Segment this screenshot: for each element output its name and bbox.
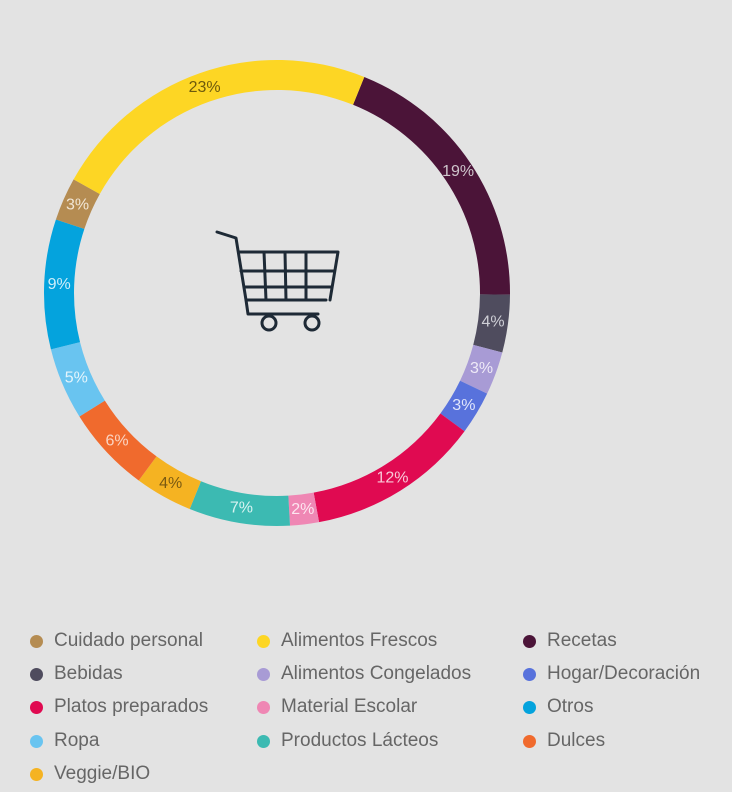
legend-item: Productos Lácteos xyxy=(257,730,438,752)
donut-slice-0 xyxy=(353,76,510,295)
legend-item: Veggie/BIO xyxy=(30,763,150,785)
legend-label: Alimentos Frescos xyxy=(281,630,438,651)
donut-slice-5 xyxy=(288,492,320,526)
legend-item: Otros xyxy=(523,696,593,718)
legend-label: Platos preparados xyxy=(54,696,209,717)
donut-slice-3 xyxy=(440,380,488,432)
legend-swatch xyxy=(257,667,270,681)
legend-item: Hogar/Decoración xyxy=(523,663,700,685)
legend-swatch xyxy=(30,667,43,681)
slice-data-label: 4% xyxy=(482,313,505,330)
legend-label: Bebidas xyxy=(54,663,123,684)
donut-slice-8 xyxy=(79,400,157,481)
donut-slice-9 xyxy=(50,342,105,417)
legend-swatch xyxy=(523,667,536,681)
donut-slice-12 xyxy=(73,60,365,194)
legend-label: Hogar/Decoración xyxy=(547,663,701,684)
slice-data-label: 5% xyxy=(65,370,88,387)
donut-slice-11 xyxy=(55,179,100,229)
legend-label: Productos Lácteos xyxy=(281,730,439,751)
legend-item: Alimentos Frescos xyxy=(257,630,437,652)
slice-data-label: 23% xyxy=(189,79,221,96)
legend-item: Dulces xyxy=(523,730,605,752)
legend-swatch xyxy=(30,767,43,781)
donut-slice-10 xyxy=(44,219,85,350)
legend-item: Bebidas xyxy=(30,663,123,685)
legend-label: Alimentos Congelados xyxy=(281,663,472,684)
legend-swatch xyxy=(30,700,43,714)
legend-swatch xyxy=(257,734,270,748)
legend-label: Cuidado personal xyxy=(54,630,203,651)
shopping-cart-icon xyxy=(215,230,340,332)
donut-slices xyxy=(44,60,510,526)
legend-item: Alimentos Congelados xyxy=(257,663,471,685)
slice-data-label: 7% xyxy=(230,500,253,517)
donut-slice-6 xyxy=(189,481,291,526)
legend-label: Material Escolar xyxy=(281,696,418,717)
donut-slice-2 xyxy=(460,344,503,394)
slice-data-label: 6% xyxy=(105,433,128,450)
slice-data-label: 3% xyxy=(66,197,89,214)
legend-swatch xyxy=(257,634,270,648)
legend-label: Veggie/BIO xyxy=(54,763,151,784)
donut-slice-labels: 19% 4% 3% 3% 12% 2% 7% 4% 6% 5% 9% 3% 23% xyxy=(48,79,505,518)
legend-swatch xyxy=(523,634,536,648)
slice-data-label: 4% xyxy=(159,475,182,492)
legend-item: Recetas xyxy=(523,630,617,652)
slice-data-label: 2% xyxy=(291,501,314,518)
legend-swatch xyxy=(523,734,536,748)
legend-swatch xyxy=(257,700,270,714)
legend-swatch xyxy=(30,634,43,648)
slice-data-label: 19% xyxy=(442,163,474,180)
slice-data-label: 3% xyxy=(470,360,493,377)
legend-item: Platos preparados xyxy=(30,696,208,718)
slice-data-label: 9% xyxy=(48,276,71,293)
donut-slice-7 xyxy=(138,456,201,510)
legend-swatch xyxy=(523,700,536,714)
legend-swatch xyxy=(30,734,43,748)
legend-item: Material Escolar xyxy=(257,696,417,718)
slice-data-label: 12% xyxy=(377,469,409,486)
legend-label: Otros xyxy=(547,696,594,717)
legend-item: Cuidado personal xyxy=(30,630,203,652)
legend-item: Ropa xyxy=(30,730,99,752)
legend-label: Dulces xyxy=(547,730,606,751)
legend-label: Ropa xyxy=(54,730,100,751)
donut-slice-4 xyxy=(313,413,465,523)
slice-data-label: 3% xyxy=(452,397,475,414)
legend-label: Recetas xyxy=(547,630,617,651)
donut-slice-1 xyxy=(473,294,510,353)
